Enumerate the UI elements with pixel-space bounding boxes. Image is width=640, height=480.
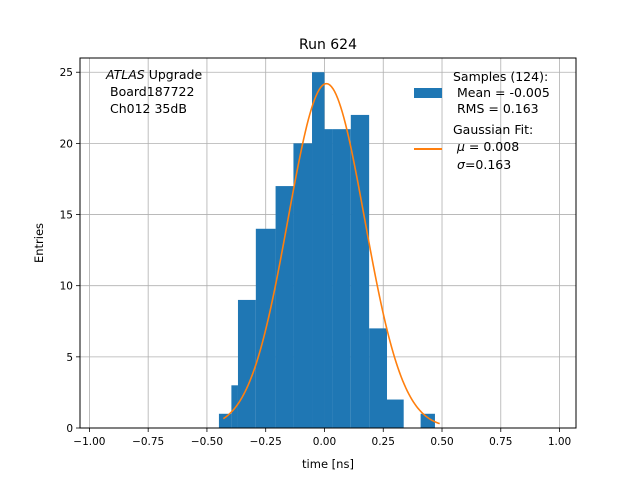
x-tick-label-7: 0.75 bbox=[489, 436, 512, 448]
histogram-bar-7 bbox=[324, 129, 333, 428]
legend-histogram-swatch bbox=[414, 88, 442, 98]
legend-fit-line-2: μ = 0.008 bbox=[456, 139, 519, 154]
y-tick-label-5: 25 bbox=[60, 67, 73, 79]
histogram-bar-6 bbox=[312, 72, 325, 428]
legend: Samples (124): Mean = -0.005 RMS = 0.163… bbox=[414, 69, 550, 172]
y-axis-label: Entries bbox=[32, 223, 46, 263]
x-tick-label-3: −0.25 bbox=[250, 436, 282, 448]
legend-mu-symbol: μ bbox=[456, 139, 465, 154]
legend-histogram-line-2: Mean = -0.005 bbox=[457, 85, 550, 100]
y-tick-label-1: 5 bbox=[66, 352, 73, 364]
x-tick-label-0: −1.00 bbox=[73, 436, 105, 448]
y-tick-label-0: 0 bbox=[66, 423, 73, 435]
legend-histogram-line-1: Samples (124): bbox=[453, 69, 548, 84]
x-tick-label-5: 0.25 bbox=[372, 436, 395, 448]
gaussian-fit-line bbox=[222, 82, 440, 425]
annotation-box: ATLAS Upgrade Board187722 Ch012 35dB bbox=[105, 67, 202, 116]
legend-mu-value: = 0.008 bbox=[465, 139, 519, 154]
histogram-bar-0 bbox=[218, 413, 232, 428]
histogram-bar-2 bbox=[237, 299, 256, 428]
annotation-line-3: Ch012 35dB bbox=[110, 101, 187, 116]
y-tick-label-4: 20 bbox=[60, 138, 73, 150]
x-tick-label-6: 0.50 bbox=[430, 436, 453, 448]
chart-title: Run 624 bbox=[299, 37, 357, 53]
annotation-line-2: Board187722 bbox=[110, 84, 194, 99]
x-tick-label-1: −0.75 bbox=[132, 436, 164, 448]
legend-histogram-line-3: RMS = 0.163 bbox=[457, 101, 539, 116]
annotation-atlas: ATLAS bbox=[105, 67, 145, 82]
histogram-bar-1 bbox=[231, 385, 238, 428]
fit-layer bbox=[222, 82, 440, 425]
ticks-layer: −1.00 −0.75 −0.50 −0.25 0.00 0.25 0.50 0.75 1.00… bbox=[60, 67, 572, 448]
y-tick-label-3: 15 bbox=[60, 210, 73, 222]
annotation-upgrade: Upgrade bbox=[145, 67, 203, 82]
annotation-line-1: ATLAS Upgrade bbox=[105, 67, 202, 82]
histogram-bar-10 bbox=[369, 328, 388, 428]
plot-frame bbox=[79, 57, 577, 429]
histogram-bar-4 bbox=[275, 186, 294, 428]
x-tick-label-8: 1.00 bbox=[548, 436, 571, 448]
x-axis-label: time [ns] bbox=[302, 457, 354, 471]
histogram-bar-8 bbox=[332, 129, 351, 428]
x-tick-label-4: 0.00 bbox=[313, 436, 336, 448]
x-tick-label-2: −0.50 bbox=[191, 436, 223, 448]
histogram-bar-9 bbox=[350, 114, 370, 428]
histogram-bar-5 bbox=[293, 143, 313, 428]
legend-sigma-symbol: σ bbox=[457, 157, 466, 172]
legend-fit-line-1: Gaussian Fit: bbox=[453, 122, 533, 137]
histogram-bar-13 bbox=[420, 413, 435, 428]
legend-sigma-value: =0.163 bbox=[465, 157, 511, 172]
histogram-bar-11 bbox=[387, 399, 404, 428]
legend-fit-line-3: σ=0.163 bbox=[457, 157, 511, 172]
y-tick-label-2: 10 bbox=[60, 281, 73, 293]
